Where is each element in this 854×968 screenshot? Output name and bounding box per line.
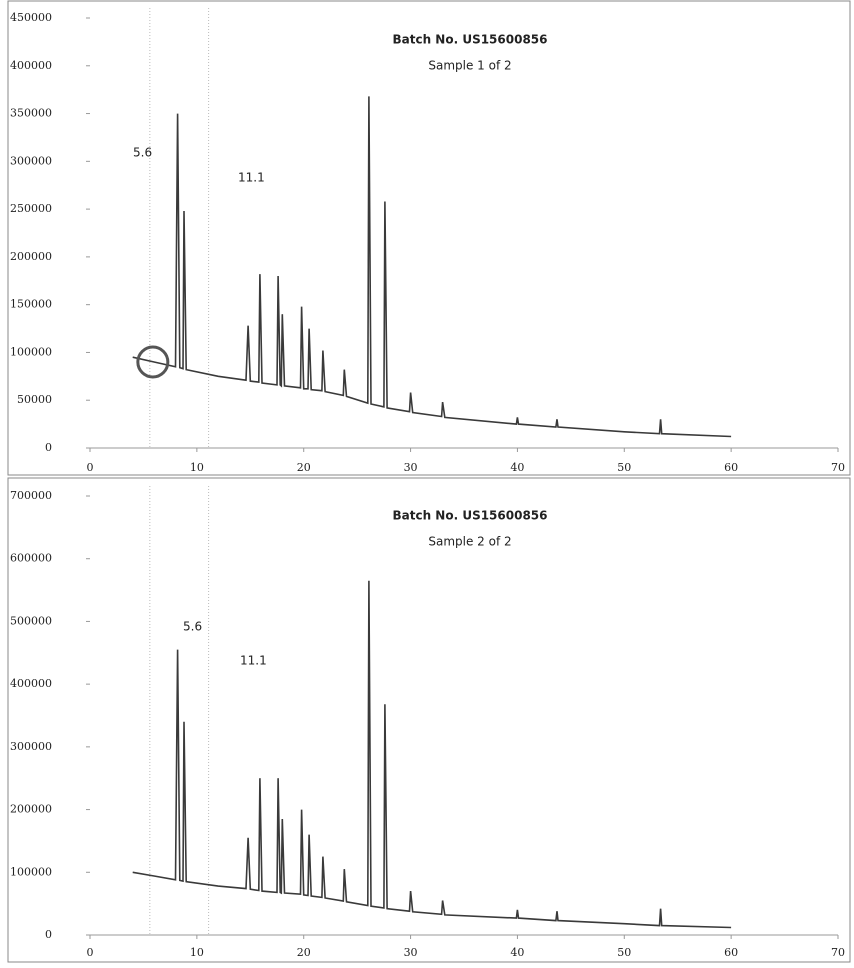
highlight-circle bbox=[136, 345, 170, 379]
y-tick-label: 50000 bbox=[17, 393, 52, 406]
chart-title: Batch No. US15600856 bbox=[392, 33, 547, 47]
chart-subtitle: Sample 1 of 2 bbox=[428, 59, 511, 73]
chart-subtitle: Sample 2 of 2 bbox=[428, 535, 511, 549]
x-tick-label: 20 bbox=[297, 461, 311, 474]
data-line bbox=[132, 96, 732, 438]
x-tick-label: 20 bbox=[297, 946, 311, 959]
annotation: 11.1 bbox=[238, 171, 265, 185]
y-tick-label: 350000 bbox=[10, 107, 52, 120]
x-tick-label: 50 bbox=[617, 461, 631, 474]
y-tick-label: 100000 bbox=[10, 865, 52, 878]
y-tick-label: 200000 bbox=[10, 803, 52, 816]
x-tick-label: 10 bbox=[190, 946, 204, 959]
y-tick-label: 700000 bbox=[10, 489, 52, 502]
x-tick-label: 70 bbox=[831, 946, 845, 959]
y-tick-label: 300000 bbox=[10, 154, 52, 167]
x-tick-label: 40 bbox=[510, 946, 524, 959]
y-tick-label: 200000 bbox=[10, 250, 52, 263]
frame bbox=[7, 0, 851, 476]
y-tick-label: 0 bbox=[45, 928, 52, 941]
y-tick-label: 150000 bbox=[10, 298, 52, 311]
x-tick-label: 60 bbox=[724, 946, 738, 959]
frame bbox=[7, 477, 851, 963]
x-tick-label: 10 bbox=[190, 461, 204, 474]
x-tick-label: 40 bbox=[510, 461, 524, 474]
annotation: 11.1 bbox=[240, 654, 267, 668]
y-tick-label: 450000 bbox=[10, 11, 52, 24]
y-tick-label: 100000 bbox=[10, 345, 52, 358]
y-tick-label: 250000 bbox=[10, 202, 52, 215]
y-tick-label: 300000 bbox=[10, 740, 52, 753]
data-line bbox=[132, 580, 732, 929]
chart-title: Batch No. US15600856 bbox=[392, 509, 547, 523]
y-tick-label: 0 bbox=[45, 441, 52, 454]
y-tick-label: 500000 bbox=[10, 614, 52, 627]
x-tick-label: 70 bbox=[831, 461, 845, 474]
x-tick-label: 60 bbox=[724, 461, 738, 474]
annotation: 5.6 bbox=[133, 146, 152, 160]
x-tick-label: 30 bbox=[404, 461, 418, 474]
x-tick-label: 0 bbox=[87, 946, 94, 959]
x-tick-label: 30 bbox=[404, 946, 418, 959]
y-tick-label: 400000 bbox=[10, 59, 52, 72]
y-tick-label: 600000 bbox=[10, 552, 52, 565]
y-tick-label: 400000 bbox=[10, 677, 52, 690]
x-tick-label: 0 bbox=[87, 461, 94, 474]
annotation: 5.6 bbox=[183, 620, 202, 634]
x-tick-label: 50 bbox=[617, 946, 631, 959]
